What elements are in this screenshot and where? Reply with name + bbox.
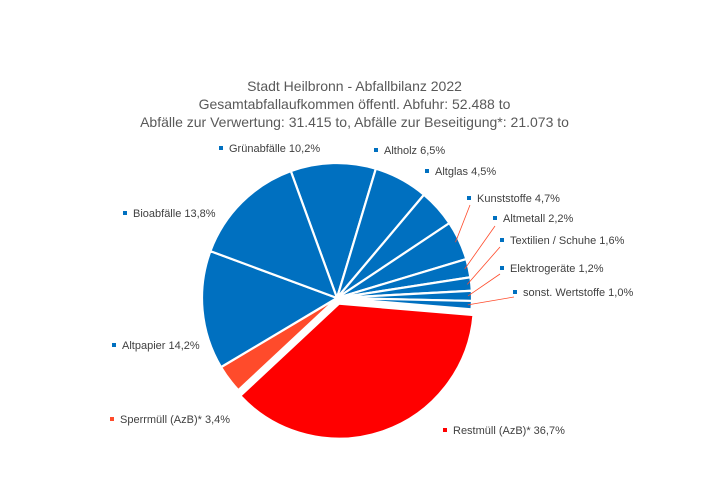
label-marker bbox=[425, 169, 429, 173]
leader-line bbox=[455, 204, 471, 243]
label-marker bbox=[110, 417, 114, 421]
leader-line bbox=[466, 246, 501, 285]
chart-title-line-2: Gesamtabfallaufkommen öffentl. Abfuhr: 5… bbox=[198, 96, 511, 112]
slice-label: Restmüll (AzB)* 36,7% bbox=[453, 425, 565, 437]
leader-line bbox=[467, 296, 515, 306]
slice-label: Altglas 4,5% bbox=[435, 166, 496, 178]
slice-label: sonst. Wertstoffe 1,0% bbox=[523, 287, 633, 299]
slice-label: Altmetall 2,2% bbox=[503, 213, 574, 225]
pie-slice bbox=[335, 296, 474, 311]
label-marker bbox=[513, 290, 517, 294]
label-marker bbox=[500, 238, 504, 242]
slice-label: Bioabfälle 13,8% bbox=[133, 208, 216, 220]
slice-label: Textilien / Schuhe 1,6% bbox=[510, 235, 625, 247]
label-marker bbox=[467, 196, 471, 200]
leader-line bbox=[464, 225, 496, 270]
label-marker bbox=[219, 146, 223, 150]
label-marker bbox=[500, 266, 504, 270]
pie-slice bbox=[209, 170, 339, 300]
label-marker bbox=[374, 148, 378, 152]
pie-slice bbox=[289, 161, 377, 300]
label-marker bbox=[493, 216, 497, 220]
pie-slice bbox=[200, 250, 339, 369]
chart-title-line-1: Stadt Heilbronn - Abfallbilanz 2022 bbox=[247, 78, 462, 94]
slice-label: Altholz 6,5% bbox=[384, 145, 445, 157]
pie-slice bbox=[239, 302, 475, 440]
slice-label: Sperrmüll (AzB)* 3,4% bbox=[120, 414, 230, 426]
slice-label: Grünabfälle 10,2% bbox=[229, 143, 320, 155]
label-marker bbox=[123, 211, 127, 215]
slice-label: Elektrogeräte 1,2% bbox=[510, 263, 604, 275]
slice-label: Altpapier 14,2% bbox=[122, 340, 200, 352]
chart-title-line-3: Abfälle zur Verwertung: 31.415 to, Abfäl… bbox=[140, 114, 569, 130]
leader-line bbox=[467, 273, 501, 297]
label-marker bbox=[112, 343, 116, 347]
label-marker bbox=[443, 428, 447, 432]
slice-label: Kunststoffe 4,7% bbox=[477, 193, 560, 205]
